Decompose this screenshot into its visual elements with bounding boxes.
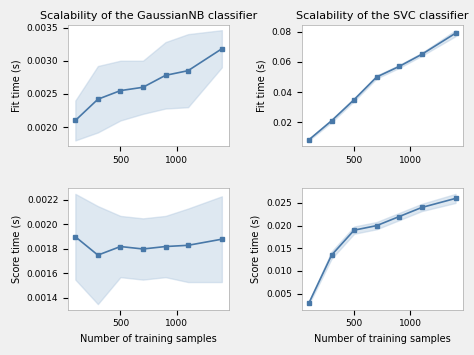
Y-axis label: Score time (s): Score time (s): [251, 215, 261, 283]
Y-axis label: Fit time (s): Fit time (s): [256, 59, 266, 111]
X-axis label: Number of training samples: Number of training samples: [80, 334, 217, 344]
Title: Scalability of the SVC classifier: Scalability of the SVC classifier: [296, 11, 469, 21]
Title: Scalability of the GaussianNB classifier: Scalability of the GaussianNB classifier: [40, 11, 257, 21]
Y-axis label: Score time (s): Score time (s): [11, 215, 21, 283]
Y-axis label: Fit time (s): Fit time (s): [11, 59, 21, 111]
X-axis label: Number of training samples: Number of training samples: [314, 334, 451, 344]
